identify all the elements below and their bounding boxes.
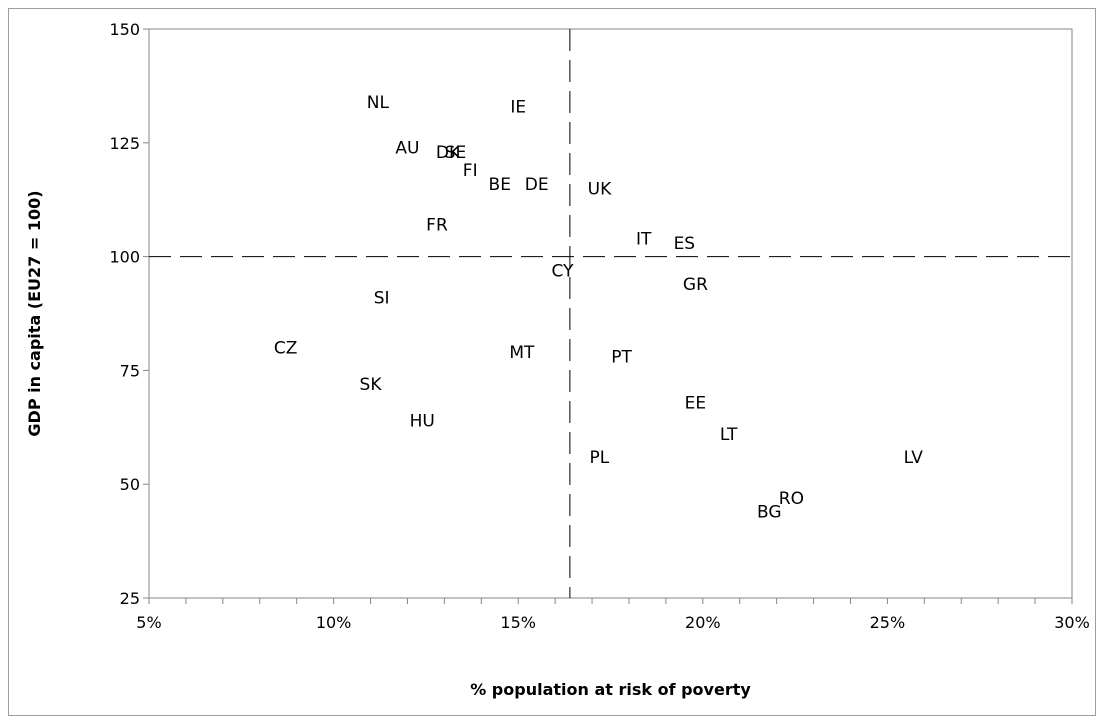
point-label-ro: RO <box>779 489 804 509</box>
point-label-ee: EE <box>685 393 706 413</box>
x-axis-ticks: 5% 10% 15% 20% 25% 30% <box>136 598 1090 632</box>
y-axis-ticks: 25 50 75 100 125 150 <box>109 20 149 608</box>
point-label-lt: LT <box>720 425 738 445</box>
point-label-fr: FR <box>426 216 448 236</box>
x-tick-label: 25% <box>870 613 906 632</box>
point-label-fi: FI <box>463 161 478 181</box>
point-label-lv: LV <box>904 448 924 468</box>
point-label-pt: PT <box>611 348 632 368</box>
point-label-bg: BG <box>757 503 782 523</box>
y-tick-label: 125 <box>109 134 140 153</box>
point-label-se: SE <box>445 143 467 163</box>
y-tick-label: 100 <box>109 248 140 267</box>
x-tick-label: 30% <box>1054 613 1090 632</box>
point-label-nl: NL <box>367 93 390 113</box>
point-label-gr: GR <box>683 275 708 295</box>
point-label-dk: DK <box>436 143 461 163</box>
point-label-ie: IE <box>510 97 526 117</box>
point-label-mt: MT <box>509 343 535 363</box>
point-label-pl: PL <box>590 448 610 468</box>
point-label-de: DE <box>525 175 549 195</box>
point-label-au: AU <box>395 138 419 158</box>
point-label-cy: CY <box>552 261 575 281</box>
x-axis-title: % population at risk of poverty <box>470 680 751 699</box>
point-label-hu: HU <box>410 411 435 431</box>
x-tick-label: 10% <box>316 613 352 632</box>
y-tick-label: 150 <box>109 20 140 39</box>
point-label-sk: SK <box>360 375 383 395</box>
y-tick-label: 50 <box>120 475 140 494</box>
plot-border <box>148 28 1073 599</box>
y-axis-title: GDP in capita (EU27 = 100) <box>25 190 44 436</box>
point-label-es: ES <box>674 234 696 254</box>
point-label-cz: CZ <box>274 339 298 359</box>
point-label-be: BE <box>489 175 511 195</box>
x-tick-label: 20% <box>685 613 721 632</box>
point-label-uk: UK <box>588 179 612 199</box>
point-label-si: SI <box>374 289 390 309</box>
y-tick-label: 75 <box>120 361 140 380</box>
y-tick-label: 25 <box>120 589 140 608</box>
point-label-it: IT <box>636 229 652 249</box>
x-tick-label: 15% <box>500 613 536 632</box>
x-tick-label: 5% <box>136 613 161 632</box>
plot-area: 25 50 75 100 125 150 5% 10% 15% 20% 25% 30% NL IE AU… <box>109 20 1089 632</box>
